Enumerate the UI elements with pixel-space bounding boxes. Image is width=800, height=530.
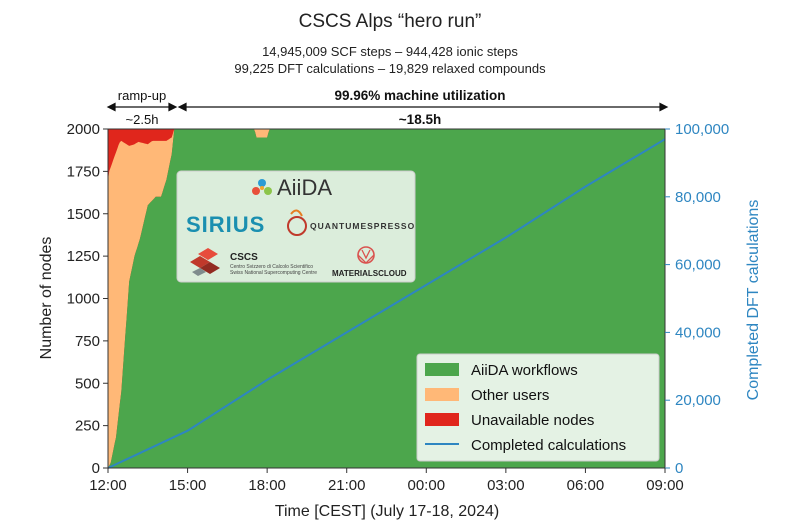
y-tick-label: 750 (75, 333, 100, 350)
cscs-logo-text: CSCS (230, 252, 258, 263)
cscs-logo: CSCS Centro Svizzero di Calcolo Scientif… (190, 248, 317, 276)
y-right-tick-label: 100,000 (675, 121, 729, 138)
plot-line (107, 138, 666, 469)
quantum-espresso-logo: QUANTUMESPRESSO (287, 209, 415, 236)
x-tick-label: 15:00 (169, 477, 207, 494)
cscs-logo-subtext-1: Centro Svizzero di Calcolo Scientifico (230, 264, 313, 270)
logos-panel-background (176, 170, 416, 283)
materials-cloud-logo: MATERIALSCLOUD (332, 246, 407, 278)
aiida-logo-text: AiiDA (277, 175, 332, 200)
logos-panel: AiiDA SIRIUS QUANTUMESPRESSO CSCS Centro… (176, 170, 416, 283)
cscs-logo-icon (190, 248, 220, 276)
axis-ticks: 0 250 500 750 1000 1250 1500 1750 2000 0 20,000 40,… (67, 121, 730, 494)
run-duration: ~18.5h (399, 112, 441, 127)
aiida-logo: AiiDA (252, 175, 332, 200)
x-tick-label: 00:00 (408, 477, 446, 494)
x-axis-label: Time [CEST] (July 17-18, 2024) (275, 503, 499, 520)
x-tick-label: 18:00 (248, 477, 286, 494)
y-tick-label: 1750 (67, 163, 100, 180)
legend-swatch-aiida (425, 363, 459, 376)
y-tick-label: 1500 (67, 206, 100, 223)
x-tick-label: 21:00 (328, 477, 366, 494)
quantum-espresso-icon (287, 216, 307, 236)
x-tick-label: 09:00 (646, 477, 684, 494)
rampup-label: ramp-up (118, 88, 166, 103)
line-completed-calculations (107, 138, 666, 469)
y-right-tick-label: 20,000 (675, 392, 721, 409)
y-tick-label: 1250 (67, 248, 100, 265)
legend-swatch-unavailable (425, 413, 459, 426)
quantum-espresso-logo-text: QUANTUMESPRESSO (310, 221, 415, 231)
y-right-tick-label: 40,000 (675, 324, 721, 341)
x-tick-label: 12:00 (89, 477, 127, 494)
y-axis-right-label: Completed DFT calculations (745, 200, 762, 401)
y-right-tick-label: 80,000 (675, 189, 721, 206)
quantum-espresso-flame-icon (290, 209, 303, 217)
y-tick-label: 500 (75, 375, 100, 392)
rampup-duration: ~2.5h (126, 112, 159, 127)
aiida-logo-icon (252, 179, 272, 195)
x-tick-label: 03:00 (487, 477, 525, 494)
rampup-arrowhead-right (168, 102, 178, 112)
y-tick-label: 2000 (67, 121, 100, 138)
legend-label-unavailable: Unavailable nodes (471, 412, 594, 429)
materials-cloud-logo-text: MATERIALSCLOUD (332, 269, 407, 278)
run-arrowhead-left (177, 102, 187, 112)
run-arrowhead-right (659, 102, 669, 112)
y-axis-label: Number of nodes (38, 237, 55, 360)
y-right-tick-label: 60,000 (675, 257, 721, 274)
area-other-users (108, 129, 665, 468)
y-tick-label: 0 (92, 460, 100, 477)
sirius-logo: SIRIUS (186, 212, 265, 237)
duration-arrows (106, 102, 669, 112)
legend: AiiDA workflows Other users Unavailable … (416, 353, 660, 462)
legend-label-other-users: Other users (471, 387, 549, 404)
legend-background (416, 353, 660, 462)
y-tick-label: 250 (75, 418, 100, 435)
legend-swatch-other-users (425, 388, 459, 401)
chart-subtitle-line2: 99,225 DFT calculations – 19,829 relaxed… (234, 61, 546, 76)
y-right-tick-label: 0 (675, 460, 683, 477)
legend-label-completed: Completed calculations (471, 437, 626, 454)
legend-label-aiida: AiiDA workflows (471, 362, 578, 379)
rampup-arrowhead-left (106, 102, 116, 112)
utilization-label: 99.96% machine utilization (334, 88, 505, 103)
x-tick-label: 06:00 (567, 477, 605, 494)
chart-title: CSCS Alps “hero run” (299, 11, 482, 32)
chart-subtitle-line1: 14,945,009 SCF steps – 944,428 ionic ste… (262, 44, 518, 59)
sirius-logo-text: SIRIUS (186, 212, 265, 237)
cscs-logo-subtext-2: Swiss National Supercomputing Centre (230, 270, 317, 276)
y-tick-label: 1000 (67, 291, 100, 308)
